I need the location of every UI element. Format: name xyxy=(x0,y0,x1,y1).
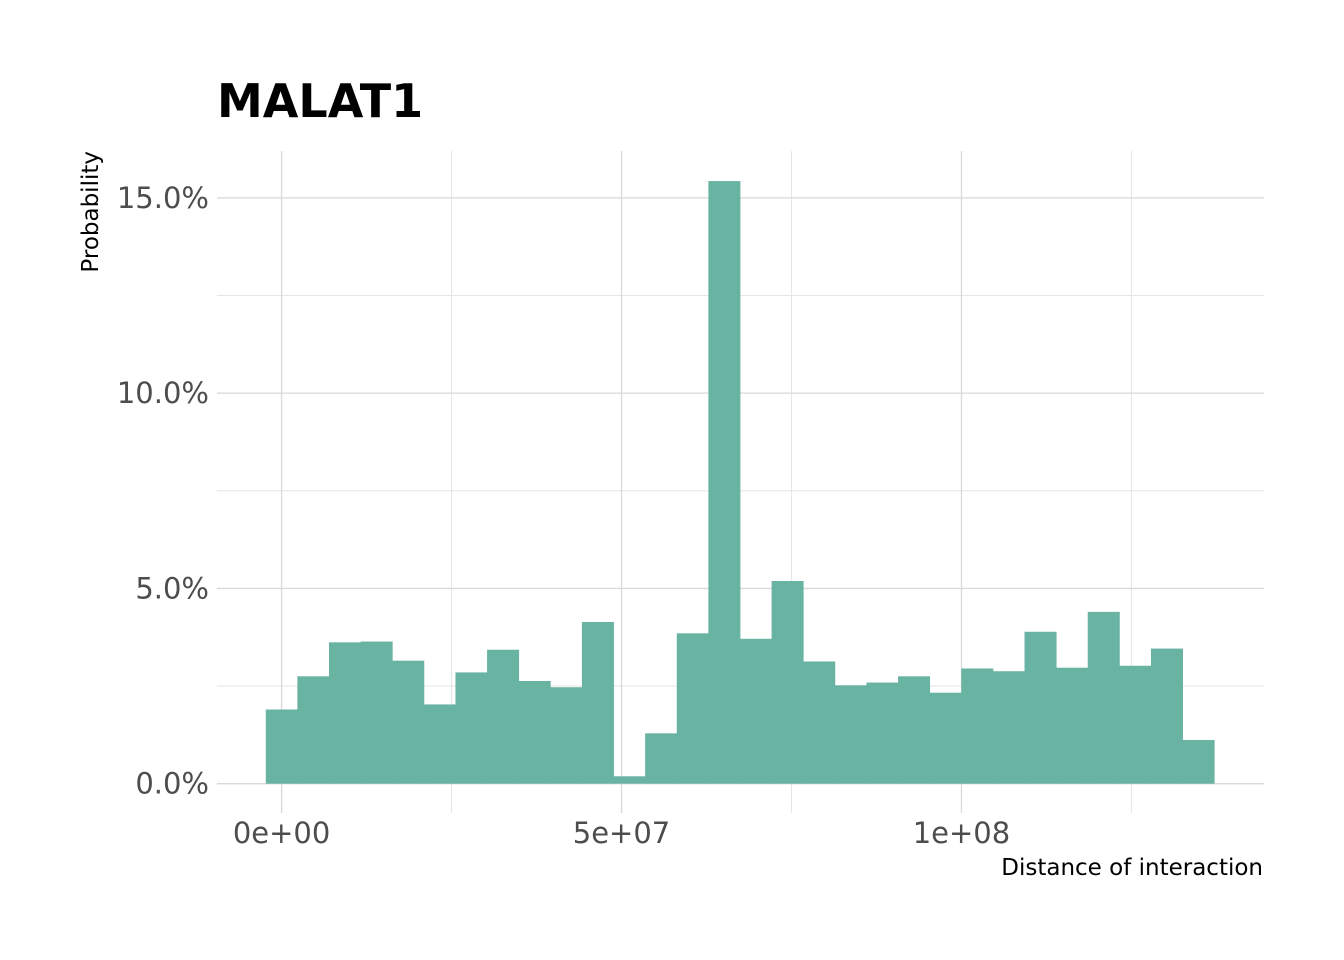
y-tick-label: 10.0% xyxy=(117,376,209,410)
histogram-bar xyxy=(1119,665,1152,784)
y-tick-label: 5.0% xyxy=(135,571,209,605)
x-tick-label: 0e+00 xyxy=(233,816,331,850)
y-axis-tick-labels: 0.0% 5.0% 10.0% 15.0% xyxy=(117,181,209,801)
y-tick-label: 0.0% xyxy=(135,767,209,801)
histogram-bar xyxy=(1087,611,1120,784)
histogram-bar xyxy=(866,682,899,784)
histogram-bar xyxy=(898,676,931,784)
histogram-bar xyxy=(581,622,614,784)
histogram-bar xyxy=(1056,667,1089,784)
histogram-bar xyxy=(834,685,867,784)
x-tick-label: 5e+07 xyxy=(573,816,671,850)
histogram-bar xyxy=(360,641,393,784)
histogram-bar xyxy=(771,581,804,784)
histogram-bar xyxy=(613,776,646,784)
y-axis-title: Probability xyxy=(78,151,104,273)
histogram-bar xyxy=(961,668,994,784)
histogram-bar xyxy=(1150,648,1183,784)
histogram-bar xyxy=(739,638,773,784)
histogram-bar xyxy=(487,649,520,784)
y-tick-label: 15.0% xyxy=(117,181,209,215)
histogram-bar xyxy=(455,672,488,784)
chart-title: MALAT1 xyxy=(217,74,423,128)
histogram-bar xyxy=(676,633,709,784)
histogram-bar xyxy=(392,660,425,784)
histogram-bar xyxy=(329,642,362,784)
histogram-bar xyxy=(992,671,1025,784)
histogram-bars xyxy=(265,181,1215,784)
x-axis-tick-labels: 0e+00 5e+07 1e+08 xyxy=(233,816,1010,850)
histogram-bar xyxy=(423,704,456,784)
x-axis-title: Distance of interaction xyxy=(1001,855,1263,881)
histogram-bar xyxy=(1182,739,1215,784)
histogram-bar xyxy=(803,661,836,784)
histogram-bar xyxy=(708,181,741,784)
histogram-bar xyxy=(297,676,330,784)
histogram-bar xyxy=(1024,631,1057,784)
histogram-bar xyxy=(550,687,583,784)
x-tick-label: 1e+08 xyxy=(913,816,1011,850)
histogram-bar xyxy=(929,692,962,784)
histogram-bar xyxy=(645,733,678,784)
histogram-bar xyxy=(518,680,551,784)
histogram-bar xyxy=(265,709,298,784)
